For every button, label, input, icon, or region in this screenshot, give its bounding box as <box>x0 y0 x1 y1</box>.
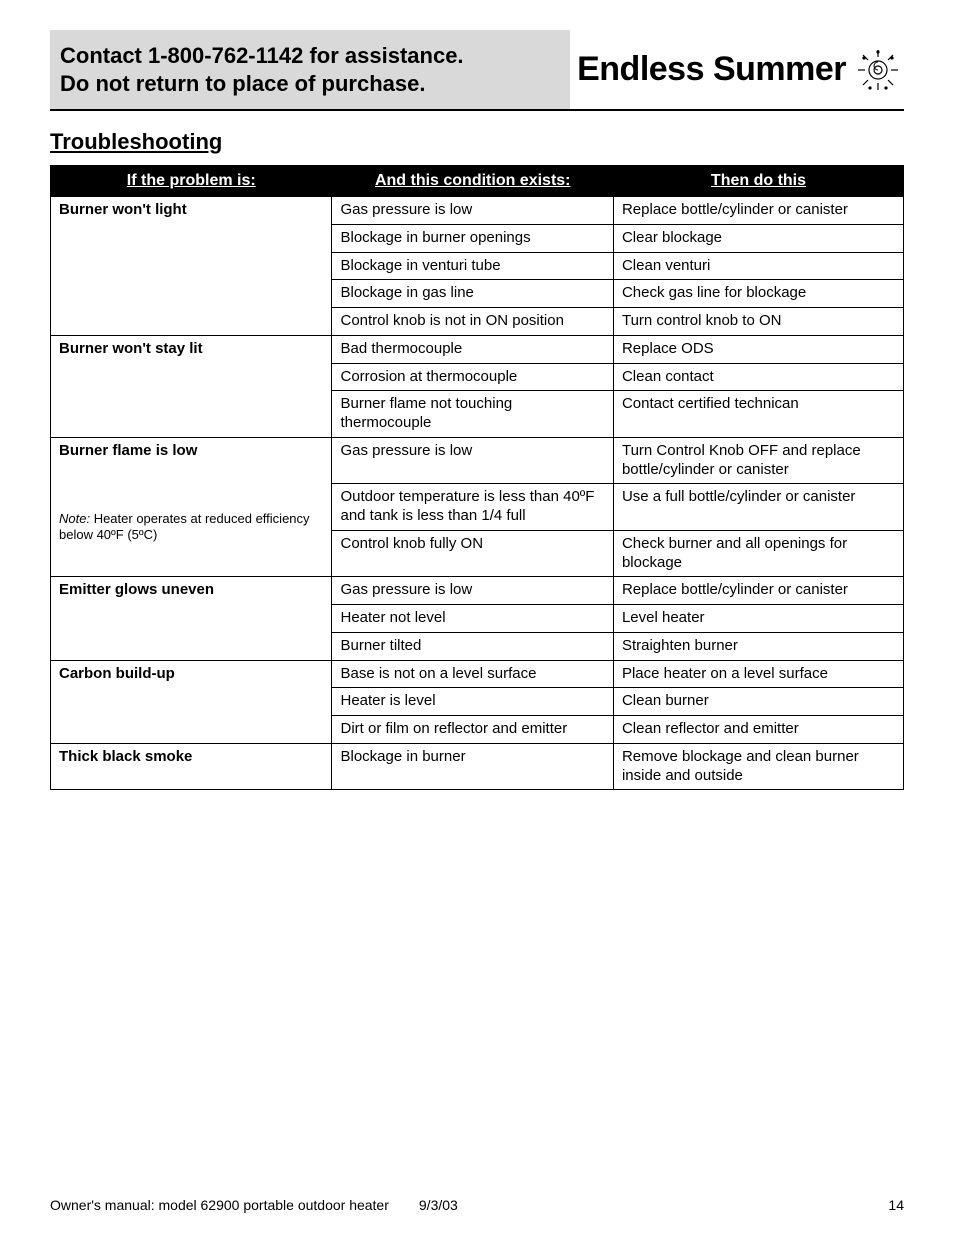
condition-cell: Gas pressure is low <box>332 197 613 225</box>
problem-cell: Thick black smoke <box>51 743 332 790</box>
table-row: Burner won't stay lit Bad thermocoupleRep… <box>51 335 904 363</box>
action-cell: Clean venturi <box>613 252 903 280</box>
condition-cell: Blockage in burner <box>332 743 613 790</box>
condition-cell: Heater is level <box>332 688 613 716</box>
condition-cell: Burner flame not touching thermocouple <box>332 391 613 438</box>
table-header-row: If the problem is:And this condition exi… <box>51 166 904 197</box>
contact-line-1: Contact 1-800-762-1142 for assistance. <box>60 42 560 70</box>
action-cell: Turn control knob to ON <box>613 308 903 336</box>
problem-label: Burner won't light <box>59 201 323 220</box>
action-cell: Use a full bottle/cylinder or canister <box>613 484 903 531</box>
problem-cell: Emitter glows uneven <box>51 577 332 660</box>
action-cell: Straighten burner <box>613 632 903 660</box>
problem-cell: Burner flame is low Note: Heater operates… <box>51 437 332 577</box>
action-cell: Check gas line for blockage <box>613 280 903 308</box>
problem-label: Carbon build-up <box>59 665 323 684</box>
action-cell: Clean contact <box>613 363 903 391</box>
action-cell: Clean reflector and emitter <box>613 716 903 744</box>
table-header-cell: Then do this <box>613 166 903 197</box>
footer-page: 14 <box>888 1197 904 1213</box>
problem-cell: Burner won't stay lit <box>51 335 332 437</box>
footer-title: Owner's manual: model 62900 portable out… <box>50 1197 389 1213</box>
table-row: Emitter glows uneven Gas pressure is lowR… <box>51 577 904 605</box>
contact-box: Contact 1-800-762-1142 for assistance. D… <box>50 30 570 109</box>
brand-text: Endless Summer <box>577 50 846 89</box>
condition-cell: Gas pressure is low <box>332 577 613 605</box>
section-title: Troubleshooting <box>50 129 904 155</box>
table-header-cell: And this condition exists: <box>332 166 613 197</box>
action-cell: Replace bottle/cylinder or canister <box>613 197 903 225</box>
condition-cell: Control knob fully ON <box>332 530 613 577</box>
condition-cell: Blockage in burner openings <box>332 224 613 252</box>
action-cell: Place heater on a level surface <box>613 660 903 688</box>
contact-line-2: Do not return to place of purchase. <box>60 70 560 98</box>
problem-note: Note: Heater operates at reduced efficie… <box>59 511 323 544</box>
action-cell: Contact certified technican <box>613 391 903 438</box>
action-cell: Clear blockage <box>613 224 903 252</box>
table-header-cell: If the problem is: <box>51 166 332 197</box>
table-body: Burner won't lightGas pressure is lowRep… <box>51 197 904 790</box>
action-cell: Clean burner <box>613 688 903 716</box>
table-row: Thick black smoke Blockage in burnerRemov… <box>51 743 904 790</box>
action-cell: Level heater <box>613 605 903 633</box>
problem-label: Burner flame is low <box>59 442 323 461</box>
condition-cell: Blockage in gas line <box>332 280 613 308</box>
table-row: Burner won't light Gas pressure is lowRep… <box>51 197 904 225</box>
table-row: Burner flame is lowNote: Heater operates… <box>51 437 904 484</box>
problem-label: Thick black smoke <box>59 748 323 767</box>
sun-icon <box>856 48 900 92</box>
action-cell: Remove blockage and clean burner inside … <box>613 743 903 790</box>
condition-cell: Control knob is not in ON position <box>332 308 613 336</box>
action-cell: Replace bottle/cylinder or canister <box>613 577 903 605</box>
footer: Owner's manual: model 62900 portable out… <box>50 1197 904 1213</box>
footer-date: 9/3/03 <box>419 1197 458 1213</box>
condition-cell: Bad thermocouple <box>332 335 613 363</box>
condition-cell: Corrosion at thermocouple <box>332 363 613 391</box>
action-cell: Turn Control Knob OFF and replace bottle… <box>613 437 903 484</box>
condition-cell: Burner tilted <box>332 632 613 660</box>
action-cell: Replace ODS <box>613 335 903 363</box>
table-row: Carbon build-up Base is not on a level su… <box>51 660 904 688</box>
header-bar: Contact 1-800-762-1142 for assistance. D… <box>50 30 904 111</box>
condition-cell: Dirt or film on reflector and emitter <box>332 716 613 744</box>
condition-cell: Blockage in venturi tube <box>332 252 613 280</box>
condition-cell: Outdoor temperature is less than 40ºF an… <box>332 484 613 531</box>
problem-cell: Carbon build-up <box>51 660 332 743</box>
brand: Endless Summer <box>570 48 904 92</box>
problem-cell: Burner won't light <box>51 197 332 336</box>
condition-cell: Gas pressure is low <box>332 437 613 484</box>
condition-cell: Heater not level <box>332 605 613 633</box>
problem-label: Emitter glows uneven <box>59 581 323 600</box>
action-cell: Check burner and all openings for blocka… <box>613 530 903 577</box>
troubleshooting-table: If the problem is:And this condition exi… <box>50 165 904 790</box>
condition-cell: Base is not on a level surface <box>332 660 613 688</box>
problem-label: Burner won't stay lit <box>59 340 323 359</box>
